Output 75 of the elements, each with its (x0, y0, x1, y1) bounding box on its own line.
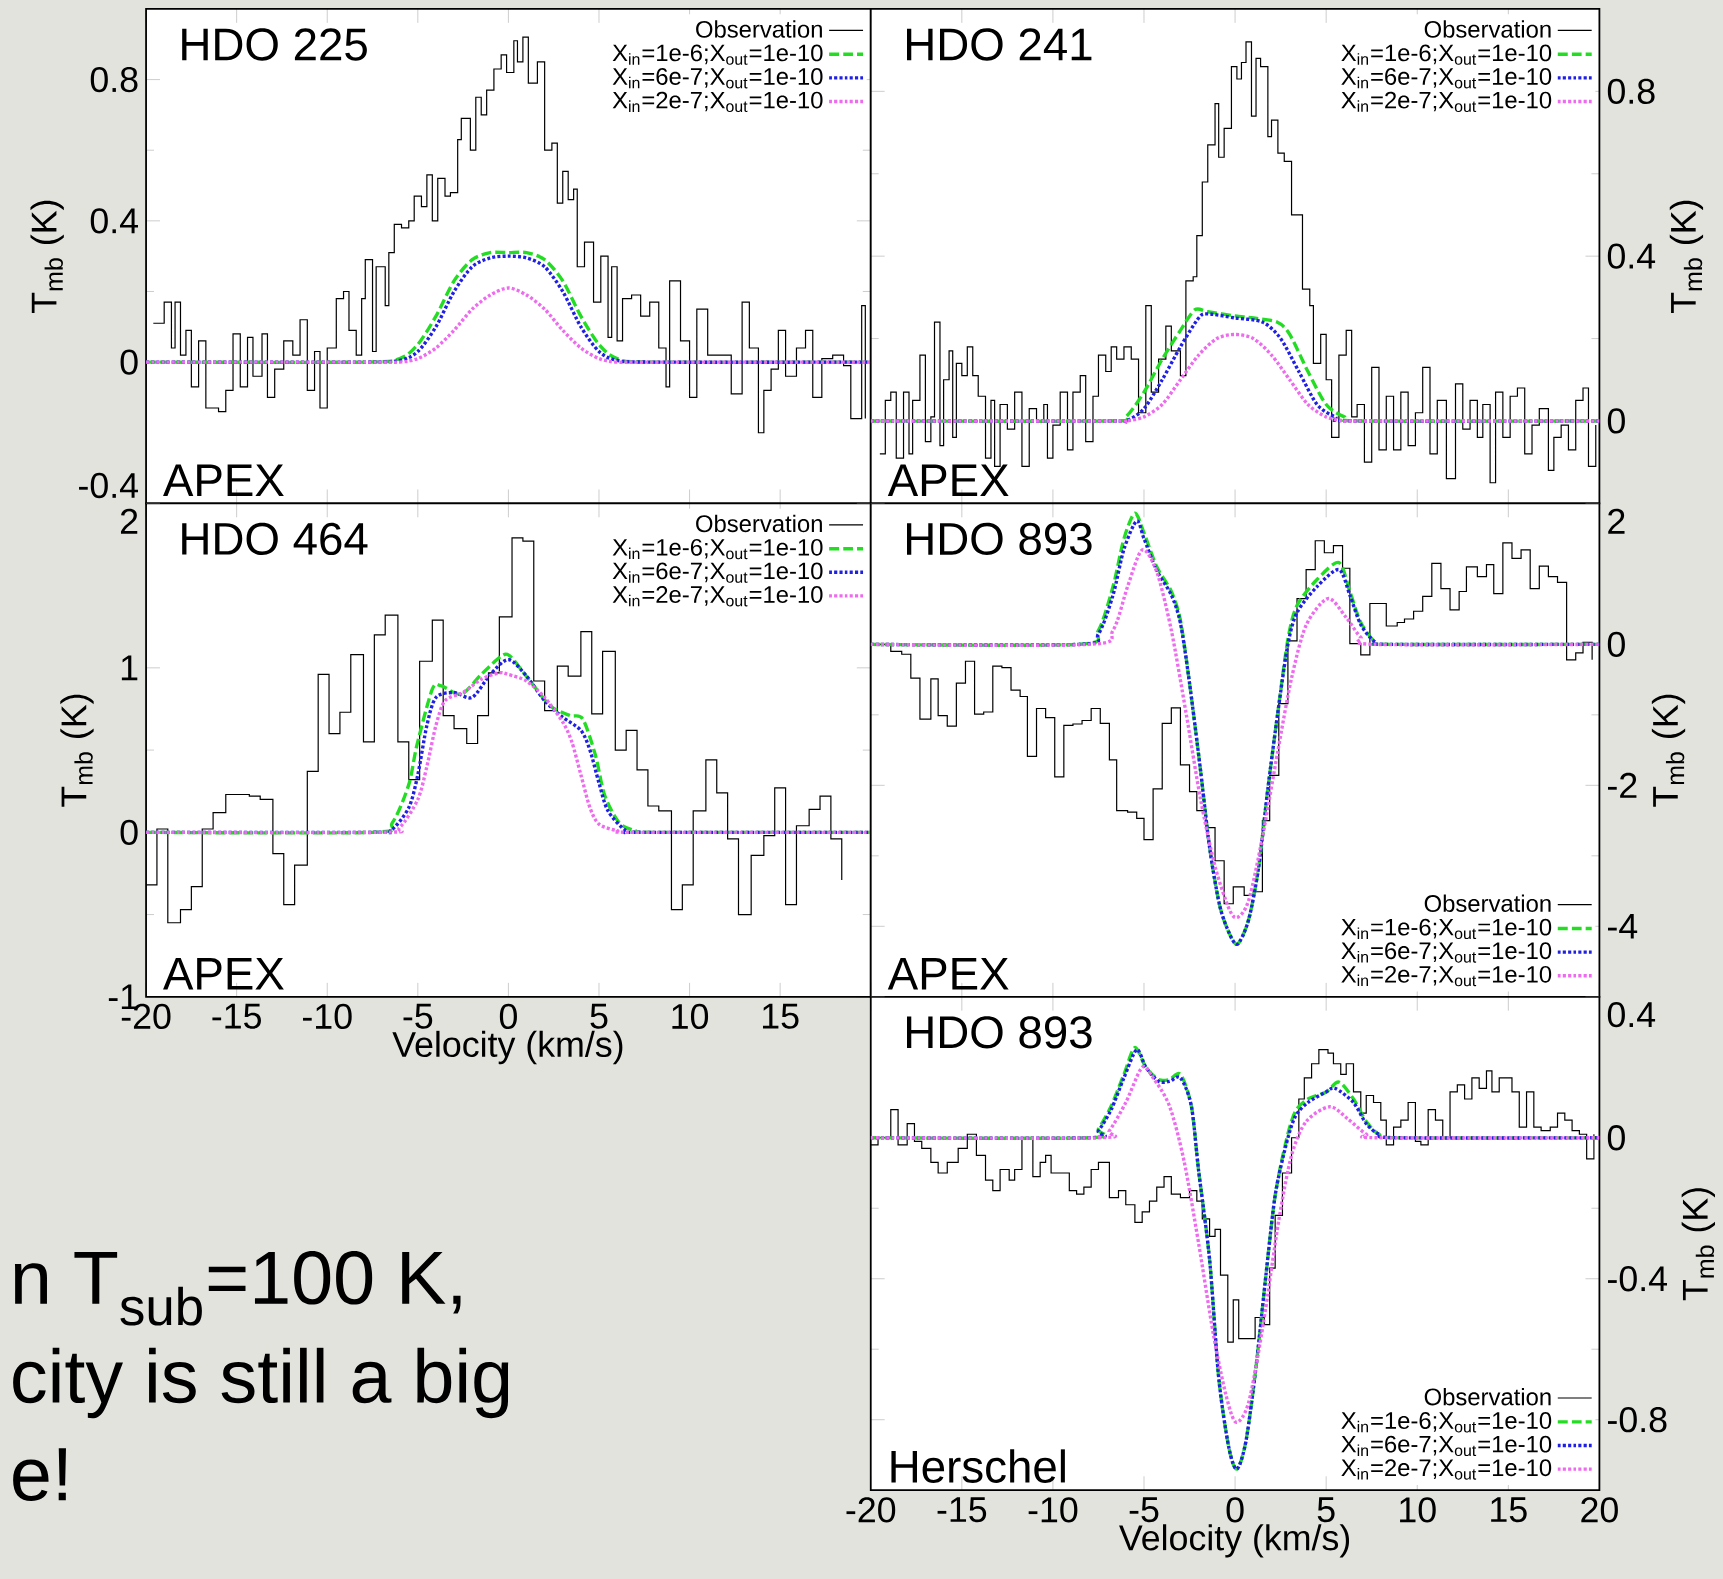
x-tick-label: 5 (1317, 1497, 1335, 1523)
y-tick-label: -0.4 (79, 472, 139, 499)
x-tick-label: 20 (1581, 1497, 1618, 1523)
legend-label: X$_{in}$=6e-7;X$_{out}$=1e-10 (1341, 68, 1552, 89)
x-tick-label: -20 (846, 1497, 896, 1523)
x-tick-label: 10 (672, 1003, 709, 1030)
x-tick-label: -10 (1028, 1497, 1078, 1523)
x-tick-label: -5 (1129, 1497, 1159, 1523)
annotation: APEX (163, 464, 284, 497)
annotation: APEX (887, 958, 1009, 990)
legend-label: X$_{in}$=6e-7;X$_{out}$=1e-10 (612, 68, 823, 89)
x-tick-label: 15 (762, 1003, 799, 1029)
legend-label: X$_{in}$=6e-7;X$_{out}$=1e-10 (612, 562, 823, 583)
legend-label: X$_{in}$=2e-7;X$_{out}$=1e-10 (1341, 1459, 1552, 1480)
y-tick-label: 0 (1607, 1125, 1625, 1151)
legend-label: Observation (696, 20, 822, 38)
legend-label: X$_{in}$=2e-7;X$_{out}$=1e-10 (1341, 965, 1552, 987)
annotation: APEX (887, 464, 1009, 497)
chart-title: HDO 241 (907, 28, 1092, 61)
x-tick-label: 10 (1400, 1497, 1436, 1523)
x-tick-label: 15 (1491, 1497, 1527, 1523)
y-tick-label: 0.4 (1607, 243, 1656, 269)
y-axis-title: T$_{mb}$ (K) (30, 200, 64, 313)
annotation: Herschel (891, 1449, 1065, 1483)
y-tick-label: 0 (120, 349, 138, 375)
chart-title: HDO 225 (182, 28, 367, 61)
legend-label: X$_{in}$=1e-6;X$_{out}$=1e-10 (1341, 918, 1552, 940)
y-axis-title: T$_{mb}$ (K) (1651, 694, 1686, 807)
y-tick-label: 2 (120, 508, 138, 534)
legend-label: X$_{in}$=2e-7;X$_{out}$=1e-10 (1341, 91, 1552, 113)
y-tick-label: 2 (1608, 508, 1625, 534)
y-tick-label: -4 (1608, 914, 1638, 939)
x-tick-label: 0 (1226, 1497, 1244, 1523)
y-tick-label: 0.8 (1607, 78, 1655, 105)
x-tick-label: 5 (590, 1003, 608, 1029)
x-axis-title: Velocity (km/s) (392, 1030, 623, 1065)
y-axis-title: T$_{mb}$ (K) (1681, 1188, 1715, 1301)
legend-label: X$_{in}$=1e-6;X$_{out}$=1e-10 (612, 44, 823, 65)
x-axis-title: Velocity (km/s) (1119, 1524, 1350, 1558)
text: n T$_{sub}$=100 K, (14, 1251, 461, 1326)
legend-label: X$_{in}$=2e-7;X$_{out}$=1e-10 (612, 91, 823, 113)
chart-title: HDO 464 (182, 522, 368, 556)
y-tick-label: 0.4 (1607, 1002, 1656, 1028)
line-series (870, 332, 1600, 423)
y-axis-title: T$_{mb}$ (K) (1669, 200, 1704, 313)
y-axis-title: T$_{mb}$ (K) (60, 694, 94, 807)
legend-label: Observation (1424, 1387, 1551, 1406)
chart-title: HDO 893 (907, 1016, 1092, 1049)
legend-label: X$_{in}$=1e-6;X$_{out}$=1e-10 (1341, 44, 1552, 65)
legend-label: X$_{in}$=6e-7;X$_{out}$=1e-10 (1341, 942, 1552, 963)
text: e! (13, 1448, 66, 1501)
y-tick-label: 0.8 (90, 66, 138, 93)
legend-label: Observation (1424, 894, 1551, 912)
y-tick-label: 0.4 (90, 208, 139, 234)
y-tick-label: -0.8 (1608, 1407, 1667, 1433)
x-tick-label: -10 (302, 1003, 352, 1030)
legend-label: Observation (696, 514, 822, 533)
x-tick-label: -15 (937, 1497, 987, 1523)
y-tick-label: -0.4 (1608, 1266, 1667, 1292)
annotation: APEX (163, 958, 284, 990)
y-tick-label: 0 (1607, 408, 1625, 434)
y-tick-label: -2 (1608, 772, 1637, 798)
legend-label: X$_{in}$=2e-7;X$_{out}$=1e-10 (612, 586, 823, 607)
x-tick-label: -15 (212, 1003, 261, 1029)
x-tick-label: 0 (499, 1003, 517, 1030)
y-tick-label: 1 (121, 655, 138, 681)
y-tick-label: 0 (1607, 631, 1625, 658)
legend-label: X$_{in}$=6e-7;X$_{out}$=1e-10 (1341, 1435, 1552, 1457)
x-tick-label: -5 (403, 1003, 433, 1029)
legend-label: X$_{in}$=1e-6;X$_{out}$=1e-10 (612, 538, 823, 560)
y-tick-label: 0 (120, 819, 138, 845)
legend-label: X$_{in}$=1e-6;X$_{out}$=1e-10 (1341, 1412, 1552, 1433)
legend-label: Observation (1424, 20, 1551, 38)
chart-title: HDO 893 (907, 522, 1092, 556)
text: city is still a big (13, 1347, 509, 1419)
